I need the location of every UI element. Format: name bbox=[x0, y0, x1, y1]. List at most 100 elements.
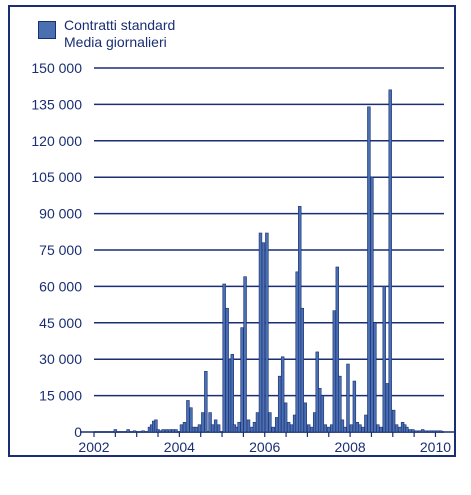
y-tick-label: 0 bbox=[74, 424, 82, 440]
bar bbox=[405, 426, 409, 433]
bar bbox=[261, 242, 266, 433]
bar bbox=[189, 407, 193, 433]
x-tick-label: 2006 bbox=[249, 439, 280, 455]
bar bbox=[161, 429, 165, 433]
bar bbox=[210, 424, 215, 433]
y-tick-label: 150 000 bbox=[31, 60, 82, 76]
bar bbox=[179, 424, 184, 433]
bar bbox=[346, 363, 350, 433]
bar bbox=[286, 421, 291, 433]
y-tick-label: 60 000 bbox=[39, 278, 82, 294]
y-tick-label: 135 000 bbox=[31, 96, 82, 112]
bar bbox=[274, 417, 279, 433]
bar bbox=[255, 412, 260, 433]
bar bbox=[343, 426, 347, 433]
chart-frame: Contratti standard Media giornalieri 0 15… bbox=[8, 5, 456, 457]
bar bbox=[132, 430, 137, 433]
bar bbox=[323, 424, 328, 433]
bar bbox=[306, 424, 311, 433]
bar bbox=[216, 424, 221, 433]
bar bbox=[277, 375, 282, 433]
legend-entry: Media giornalieri bbox=[64, 34, 167, 50]
bar bbox=[191, 426, 196, 433]
bar bbox=[194, 426, 199, 433]
bar bbox=[370, 176, 374, 433]
bar bbox=[182, 421, 187, 433]
bar bbox=[420, 429, 425, 433]
bar bbox=[283, 402, 288, 433]
bar bbox=[204, 371, 208, 433]
bar bbox=[252, 421, 257, 433]
bar bbox=[174, 429, 178, 433]
bar bbox=[379, 426, 383, 433]
bar bbox=[376, 424, 380, 433]
bar bbox=[240, 327, 244, 433]
bar bbox=[213, 419, 218, 433]
bar bbox=[309, 426, 314, 433]
bar bbox=[280, 356, 285, 433]
bar bbox=[243, 276, 247, 433]
bar bbox=[327, 426, 331, 433]
bar bbox=[197, 424, 202, 433]
y-tick-label: 15 000 bbox=[39, 388, 82, 404]
bar bbox=[289, 424, 294, 433]
y-tick-label: 105 000 bbox=[31, 169, 82, 185]
bar bbox=[411, 429, 415, 433]
bar bbox=[388, 89, 392, 433]
bar bbox=[271, 426, 275, 433]
y-tick-label: 30 000 bbox=[39, 351, 82, 367]
bar bbox=[208, 412, 212, 433]
bar bbox=[265, 232, 269, 433]
bar bbox=[222, 283, 226, 433]
bar-chart: 0 15 000 30 000 45 000 60 000 75 000 90 000 105… bbox=[31, 60, 454, 455]
bar bbox=[320, 395, 325, 433]
bar bbox=[349, 424, 354, 433]
x-axis-ticks: 2002 2004 2006 2008 2010 bbox=[78, 432, 451, 455]
bar bbox=[352, 380, 357, 433]
bar bbox=[246, 419, 251, 433]
bar bbox=[335, 266, 339, 433]
bar bbox=[408, 429, 412, 433]
bar bbox=[237, 421, 241, 433]
bar bbox=[414, 430, 418, 433]
bar bbox=[171, 429, 175, 433]
y-tick-label: 120 000 bbox=[31, 133, 82, 149]
bar bbox=[230, 354, 234, 433]
bar bbox=[391, 409, 396, 433]
bar bbox=[225, 307, 229, 433]
bar bbox=[373, 322, 377, 433]
bar bbox=[113, 429, 118, 433]
legend-swatch bbox=[38, 21, 56, 39]
bar bbox=[382, 286, 386, 433]
bar bbox=[268, 412, 272, 433]
y-tick-label: 75 000 bbox=[39, 242, 82, 258]
bar bbox=[367, 106, 371, 433]
bar bbox=[385, 383, 389, 433]
bar bbox=[394, 424, 399, 433]
bar bbox=[435, 430, 440, 433]
bar bbox=[158, 430, 162, 433]
bar bbox=[186, 400, 190, 433]
bar bbox=[332, 310, 337, 433]
bars bbox=[113, 89, 443, 433]
bar bbox=[438, 430, 443, 433]
bar bbox=[168, 429, 172, 433]
x-tick-label: 2004 bbox=[164, 439, 195, 455]
y-axis-ticks: 0 15 000 30 000 45 000 60 000 75 000 90 000 105… bbox=[31, 60, 82, 440]
x-tick-label: 2002 bbox=[78, 439, 109, 455]
x-tick-label: 2008 bbox=[335, 439, 366, 455]
bar bbox=[258, 232, 263, 433]
bar bbox=[154, 419, 158, 433]
bar bbox=[303, 402, 307, 433]
bar bbox=[417, 430, 422, 433]
legend-entry: Contratti standard bbox=[64, 17, 176, 33]
y-tick-label: 45 000 bbox=[39, 315, 82, 331]
bar bbox=[300, 307, 304, 433]
bar bbox=[126, 429, 130, 433]
bar bbox=[141, 430, 145, 433]
bar bbox=[423, 430, 428, 433]
bar bbox=[201, 412, 205, 433]
x-tick-label: 2010 bbox=[420, 439, 451, 455]
y-tick-label: 90 000 bbox=[39, 206, 82, 222]
bar bbox=[432, 430, 436, 433]
